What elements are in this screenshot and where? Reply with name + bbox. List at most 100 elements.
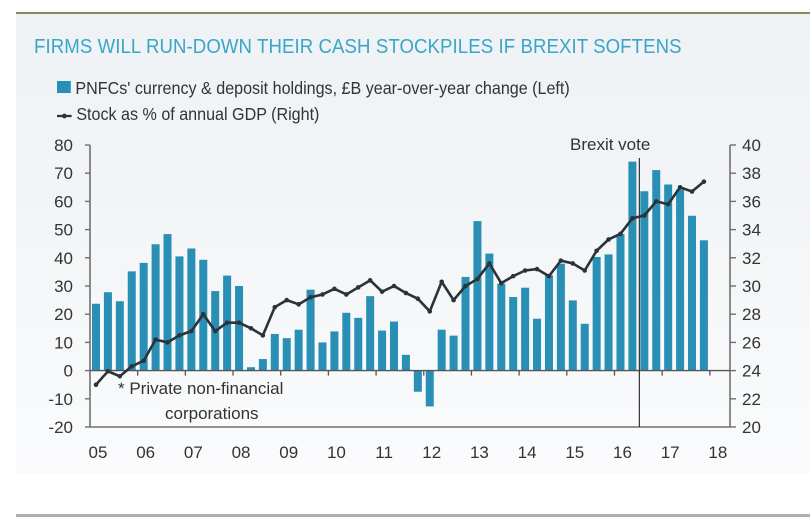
line-point xyxy=(189,328,194,334)
line-point xyxy=(129,364,135,369)
bar xyxy=(330,331,339,371)
line-point xyxy=(403,290,409,296)
line-point xyxy=(570,261,576,266)
chart-title: FIRMS WILL RUN-DOWN THEIR CASH STOCKPILE… xyxy=(34,36,682,58)
line-point xyxy=(642,213,647,218)
left-tick-label: 10 xyxy=(54,333,73,352)
bar xyxy=(366,296,375,371)
bar xyxy=(568,300,577,371)
line-point xyxy=(260,333,266,338)
line-point xyxy=(630,216,635,221)
line-point xyxy=(582,268,588,273)
line-point xyxy=(558,258,564,263)
x-tick-label: 07 xyxy=(184,443,203,462)
line-point xyxy=(355,285,361,290)
line-point xyxy=(379,289,385,294)
right-tick-label: 38 xyxy=(742,164,761,183)
bar xyxy=(533,318,542,371)
x-tick-label: 12 xyxy=(422,443,441,462)
bar xyxy=(580,323,589,371)
line-point xyxy=(618,231,623,237)
bar xyxy=(485,253,494,371)
x-tick-label: 11 xyxy=(375,443,393,462)
x-tick-label: 13 xyxy=(470,443,489,462)
line-point xyxy=(236,320,242,325)
bar xyxy=(604,254,613,371)
bar xyxy=(556,263,565,371)
line-point xyxy=(117,373,123,379)
line-point xyxy=(606,237,611,242)
x-tick-label: 08 xyxy=(232,443,251,462)
line-point xyxy=(272,304,278,310)
line-point xyxy=(677,185,683,190)
x-tick-label: 10 xyxy=(327,443,346,462)
bar xyxy=(461,276,470,371)
right-tick-label: 24 xyxy=(742,362,761,381)
bar xyxy=(103,292,112,371)
line-point xyxy=(498,280,504,286)
right-tick-label: 32 xyxy=(742,249,761,268)
bar xyxy=(628,161,637,371)
line-point xyxy=(510,273,516,279)
line-point xyxy=(165,340,170,345)
bar xyxy=(115,301,124,371)
legend-item-bars: PNFCs' currency & deposit holdings, £B y… xyxy=(57,78,570,99)
bar xyxy=(306,289,315,371)
line-point xyxy=(344,292,349,297)
bar xyxy=(544,275,553,371)
right-tick-label: 40 xyxy=(742,136,761,155)
bar xyxy=(676,189,685,371)
line-point xyxy=(546,273,552,279)
line-point xyxy=(308,294,313,300)
x-tick-label: 18 xyxy=(708,443,727,462)
line-point xyxy=(522,268,528,273)
line-layer xyxy=(93,179,707,388)
bar xyxy=(294,329,303,371)
line-point xyxy=(594,248,599,254)
bar xyxy=(163,234,172,371)
bar xyxy=(139,262,148,371)
footnote-line-1: * Private non-financial xyxy=(118,379,283,398)
line-point xyxy=(332,286,337,292)
bar xyxy=(270,333,279,371)
labels-layer: 80 70 60 50 40 30 20 10 0 -10 -20 40 38 36 34 32 30 28 26 2… xyxy=(48,136,761,462)
bar xyxy=(616,234,625,371)
footnote-line-2: corporations xyxy=(165,404,259,423)
left-tick-label: 50 xyxy=(54,221,73,240)
x-tick-label: 15 xyxy=(565,443,584,462)
left-tick-label: 60 xyxy=(54,192,73,211)
bar xyxy=(437,329,446,371)
line-point xyxy=(320,292,325,297)
bar-swatch-icon xyxy=(57,81,71,93)
line-point xyxy=(451,297,456,303)
right-tick-label: 30 xyxy=(742,277,761,296)
line-marker-swatch-icon xyxy=(57,113,72,119)
x-tick-label: 14 xyxy=(518,443,537,462)
line-point xyxy=(427,309,433,314)
bar xyxy=(318,342,327,371)
bar xyxy=(699,240,708,371)
bar xyxy=(127,271,136,371)
line-point xyxy=(487,261,492,266)
bar xyxy=(151,244,160,371)
bar xyxy=(652,170,661,371)
line-point xyxy=(105,369,111,374)
right-tick-label: 20 xyxy=(742,418,761,437)
line-point xyxy=(439,279,444,285)
line-point xyxy=(701,179,707,184)
line-point xyxy=(212,328,218,334)
right-tick-label: 34 xyxy=(742,221,761,240)
legend-label-bars: PNFCs' currency & deposit holdings, £B y… xyxy=(75,78,570,98)
line-point xyxy=(391,283,397,289)
bar xyxy=(258,359,267,371)
x-tick-label: 17 xyxy=(661,443,680,462)
line-point xyxy=(475,276,480,282)
line-point xyxy=(153,337,158,342)
bar xyxy=(413,370,422,392)
gdp-share-line xyxy=(95,180,705,386)
left-tick-label: 20 xyxy=(54,305,73,324)
bar xyxy=(640,191,649,371)
line-point xyxy=(93,382,99,388)
line-point xyxy=(534,266,540,272)
